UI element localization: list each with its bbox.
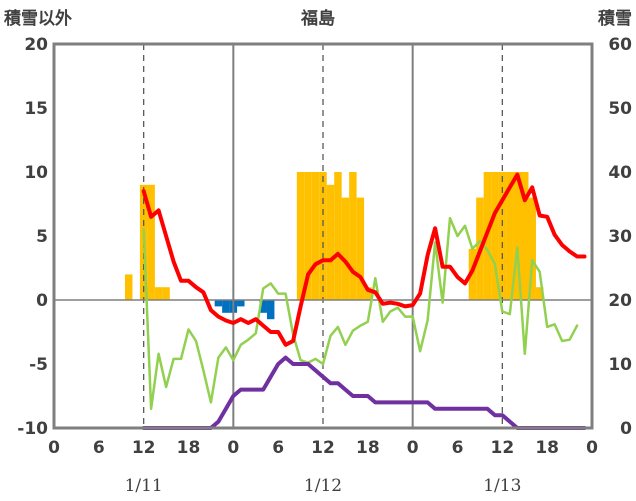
x-tick-label: 0 xyxy=(407,438,419,458)
date-labels: 1/11 1/12 1/13 xyxy=(125,476,522,496)
plot-frame xyxy=(52,42,594,430)
precip-bar xyxy=(535,287,544,300)
precip-bar xyxy=(296,172,305,300)
right-tick-label: 30 xyxy=(608,227,632,247)
left-tick-label: -10 xyxy=(17,419,48,439)
series-line xyxy=(141,172,587,347)
left-tick-label: 10 xyxy=(24,163,48,183)
left-axis-ticks: 20 15 10 5 0 -5 -10 xyxy=(17,35,48,439)
x-tick-label: 6 xyxy=(93,438,105,458)
precip-bar xyxy=(147,184,155,300)
x-tick-label: 6 xyxy=(452,438,464,458)
x-tick-label: 0 xyxy=(48,438,60,458)
series-lines xyxy=(141,172,587,430)
precip-bar xyxy=(356,197,365,300)
right-axis-label: 積雪 xyxy=(598,8,632,29)
date-label: 1/11 xyxy=(125,476,163,496)
x-tick-label: 12 xyxy=(490,438,514,458)
precip-bar xyxy=(304,172,312,300)
precip-bar xyxy=(222,300,230,313)
series-line xyxy=(141,355,587,430)
precip-bar xyxy=(521,172,529,300)
x-axis-ticks: 0 6 12 18 0 6 12 18 0 6 12 18 0 xyxy=(48,438,598,458)
x-tick-label: 6 xyxy=(272,438,284,458)
x-tick-label: 0 xyxy=(227,438,239,458)
precip-bar xyxy=(124,274,133,300)
precip-bar xyxy=(341,197,350,300)
x-tick-label: 12 xyxy=(311,438,335,458)
precip-bar xyxy=(311,172,320,300)
left-tick-label: 5 xyxy=(36,227,48,247)
x-tick-label: 12 xyxy=(132,438,156,458)
precip-bar xyxy=(506,172,514,300)
x-tick-label: 18 xyxy=(356,438,380,458)
precip-bar xyxy=(326,184,335,300)
left-tick-label: 0 xyxy=(36,291,48,311)
series-line xyxy=(142,216,579,411)
precip-bar xyxy=(513,172,522,300)
precip-bar xyxy=(237,300,245,307)
right-tick-label: 0 xyxy=(620,419,632,439)
precip-bar xyxy=(364,287,372,300)
right-tick-label: 10 xyxy=(608,355,632,375)
right-axis-ticks: 60 50 40 30 20 10 0 xyxy=(608,35,632,439)
right-tick-label: 60 xyxy=(608,35,632,55)
left-axis-label: 積雪以外 xyxy=(4,8,72,29)
left-tick-label: 20 xyxy=(24,35,48,55)
precip-bar xyxy=(162,287,170,300)
right-tick-label: 40 xyxy=(608,163,632,183)
right-tick-label: 20 xyxy=(608,291,632,311)
left-tick-label: -5 xyxy=(29,355,48,375)
precip-bar xyxy=(214,300,223,307)
x-tick-label: 0 xyxy=(586,438,598,458)
precip-bar xyxy=(528,197,536,300)
precip-bar xyxy=(266,300,275,320)
precip-bar xyxy=(334,172,342,300)
grid-lines xyxy=(54,44,592,428)
right-tick-label: 50 xyxy=(608,99,632,119)
precip-bar xyxy=(259,300,267,313)
x-tick-label: 18 xyxy=(535,438,559,458)
x-tick-label: 18 xyxy=(177,438,201,458)
date-label: 1/13 xyxy=(483,476,521,496)
precip-bar xyxy=(349,172,357,300)
precip-bar xyxy=(154,287,163,300)
left-tick-label: 15 xyxy=(24,99,48,119)
date-label: 1/12 xyxy=(304,476,342,496)
chart-title: 福島 xyxy=(300,8,335,29)
precip-bar xyxy=(491,172,499,300)
